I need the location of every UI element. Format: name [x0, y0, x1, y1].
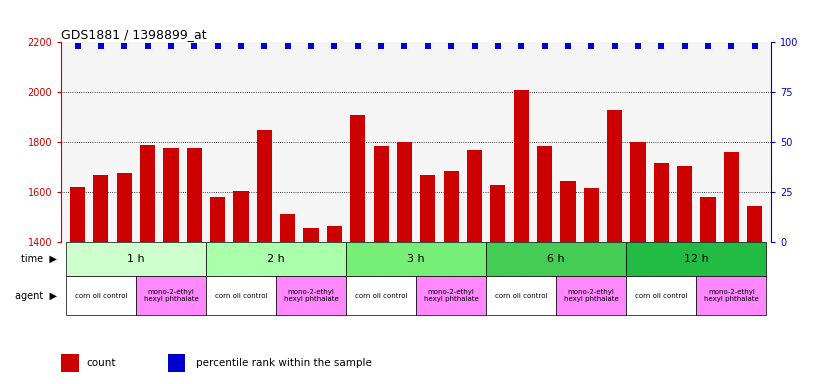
Text: 6 h: 6 h — [548, 254, 565, 264]
Bar — [136, 276, 206, 315]
Bar — [557, 276, 627, 315]
Bar — [724, 152, 739, 384]
Point — [561, 43, 574, 49]
Point — [491, 43, 504, 49]
Bar — [677, 166, 692, 384]
Point — [211, 43, 224, 49]
Bar — [117, 173, 132, 384]
Point — [585, 43, 598, 49]
Bar — [486, 276, 557, 315]
Bar — [257, 129, 272, 384]
Bar — [233, 191, 249, 384]
Bar — [280, 214, 295, 384]
Text: count: count — [86, 358, 116, 368]
Bar — [607, 110, 623, 384]
Point — [375, 43, 388, 49]
Point — [398, 43, 411, 49]
Bar — [327, 226, 342, 384]
Bar — [93, 174, 109, 384]
Point — [702, 43, 715, 49]
Point — [515, 43, 528, 49]
Bar — [537, 146, 552, 384]
Bar — [486, 242, 627, 276]
Bar — [467, 149, 482, 384]
Text: mono-2-ethyl
hexyl phthalate: mono-2-ethyl hexyl phthalate — [564, 289, 619, 302]
Text: corn oil control: corn oil control — [215, 293, 268, 299]
Point — [468, 43, 481, 49]
Bar — [583, 188, 599, 384]
Text: time  ▶: time ▶ — [21, 254, 57, 264]
Bar — [276, 276, 346, 315]
Bar — [346, 276, 416, 315]
Point — [678, 43, 691, 49]
Point — [748, 43, 761, 49]
Bar — [66, 276, 136, 315]
Bar — [346, 242, 486, 276]
Bar — [627, 242, 766, 276]
Text: 2 h: 2 h — [267, 254, 285, 264]
Text: mono-2-ethyl
hexyl phthalate: mono-2-ethyl hexyl phthalate — [144, 289, 198, 302]
Text: agent  ▶: agent ▶ — [16, 291, 57, 301]
Bar — [420, 174, 436, 384]
Bar — [140, 144, 155, 384]
Bar — [374, 146, 388, 384]
Bar — [700, 197, 716, 384]
Point — [654, 43, 667, 49]
Bar — [631, 142, 645, 384]
Point — [234, 43, 247, 49]
Point — [421, 43, 434, 49]
Point — [165, 43, 178, 49]
Text: corn oil control: corn oil control — [355, 293, 407, 299]
Point — [282, 43, 295, 49]
Bar — [206, 242, 346, 276]
Point — [445, 43, 458, 49]
Point — [258, 43, 271, 49]
Bar — [70, 187, 85, 384]
Point — [351, 43, 364, 49]
Bar — [654, 163, 669, 384]
Point — [608, 43, 621, 49]
Point — [141, 43, 154, 49]
Point — [725, 43, 738, 49]
Bar — [397, 142, 412, 384]
Bar — [561, 181, 575, 384]
Point — [328, 43, 341, 49]
Point — [632, 43, 645, 49]
Bar — [350, 114, 366, 384]
Point — [188, 43, 201, 49]
Bar — [187, 148, 202, 384]
Bar — [168, 354, 185, 372]
Bar — [627, 276, 696, 315]
Bar — [210, 197, 225, 384]
Text: corn oil control: corn oil control — [74, 293, 127, 299]
Text: mono-2-ethyl
hexyl phthalate: mono-2-ethyl hexyl phthalate — [424, 289, 478, 302]
Bar — [696, 276, 766, 315]
Text: GDS1881 / 1398899_at: GDS1881 / 1398899_at — [61, 28, 206, 41]
Bar — [513, 90, 529, 384]
Text: 12 h: 12 h — [684, 254, 709, 264]
Text: mono-2-ethyl
hexyl phthalate: mono-2-ethyl hexyl phthalate — [284, 289, 339, 302]
Point — [95, 43, 108, 49]
Bar — [444, 171, 459, 384]
Bar — [61, 354, 79, 372]
Point — [71, 43, 84, 49]
Point — [538, 43, 551, 49]
Bar — [747, 206, 762, 384]
Text: percentile rank within the sample: percentile rank within the sample — [196, 358, 372, 368]
Bar — [490, 185, 505, 384]
Bar — [304, 228, 319, 384]
Text: corn oil control: corn oil control — [635, 293, 688, 299]
Bar — [163, 148, 179, 384]
Bar — [416, 276, 486, 315]
Bar — [66, 242, 206, 276]
Text: corn oil control: corn oil control — [495, 293, 548, 299]
Point — [304, 43, 317, 49]
Text: 3 h: 3 h — [407, 254, 425, 264]
Text: 1 h: 1 h — [127, 254, 144, 264]
Text: mono-2-ethyl
hexyl phthalate: mono-2-ethyl hexyl phthalate — [704, 289, 759, 302]
Point — [118, 43, 131, 49]
Bar — [206, 276, 276, 315]
